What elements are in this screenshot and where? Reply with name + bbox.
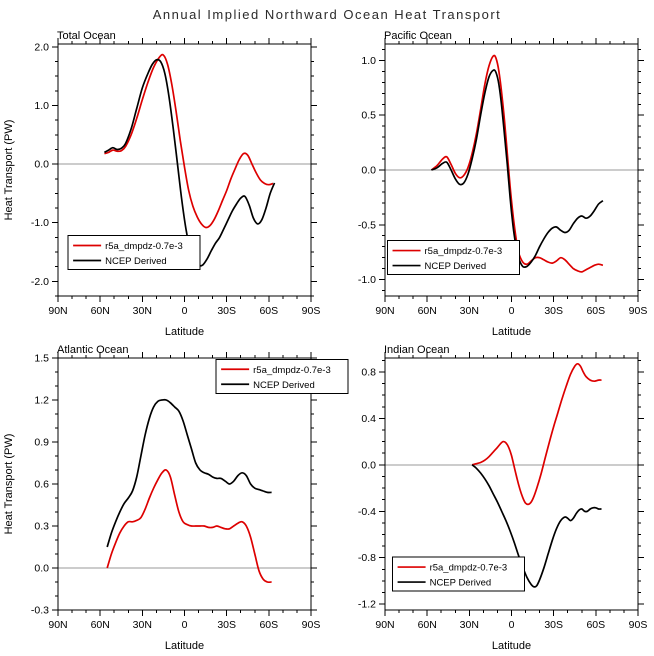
x-tick-label: 60S (586, 619, 605, 631)
legend-label-0: r5a_dmpdz-0.7e-3 (430, 563, 508, 574)
y-tick-label: 0.0 (34, 563, 49, 575)
legend-label-0: r5a_dmpdz-0.7e-3 (105, 241, 183, 252)
y-tick-label: -1.0 (358, 274, 376, 286)
y-tick-label: 0.5 (361, 110, 376, 122)
series-curve-0 (430, 54, 604, 273)
x-tick-label: 0 (182, 619, 188, 631)
series-curve-1 (103, 58, 276, 267)
x-tick-label: 90S (302, 619, 321, 631)
x-tick-label: 0 (509, 619, 515, 631)
y-tick-label: -0.8 (358, 552, 376, 564)
legend-box (215, 358, 349, 394)
legend-label-0: r5a_dmpdz-0.7e-3 (253, 365, 331, 376)
total-ocean-plot: 90N 60N 30N 0 30S 60S 90S -2.0 -1.0 0.0 1.0 2.0 Tota… (3, 30, 321, 338)
y-tick-label: -1.0 (31, 217, 49, 229)
x-tick-label: 60S (259, 305, 278, 317)
y-tick-label: 0.8 (361, 366, 376, 378)
series-curve-0 (471, 362, 602, 506)
x-axis-title: Latitude (492, 640, 531, 652)
y-tick-label: 0.0 (361, 459, 376, 471)
x-tick-label: 30N (460, 305, 479, 317)
chart-indian-ocean: 90N 60N 30N 0 30S 60S 90S -1.2 -0.8 -0.4 0.0 0.4 0.8… (327, 342, 654, 656)
legend-label-1: NCEP Derived (105, 256, 167, 267)
legend-box (392, 556, 526, 592)
x-tick-label: 60N (91, 305, 110, 317)
plot-frame (57, 357, 312, 611)
series-curve-1 (431, 69, 604, 269)
x-tick-label: 30S (544, 619, 563, 631)
y-tick-label: 0.9 (34, 437, 49, 449)
series-curve-0 (104, 53, 274, 229)
x-tick-label: 60N (418, 305, 437, 317)
x-axis-title: Latitude (492, 326, 531, 338)
subplot-title: Indian Ocean (384, 344, 449, 356)
x-tick-label: 60N (418, 619, 437, 631)
x-tick-label: 60N (91, 619, 110, 631)
x-tick-label: 90S (302, 305, 321, 317)
legend-box (67, 235, 201, 271)
y-tick-label: -0.3 (31, 605, 49, 617)
chart-atlantic-ocean: 90N 60N 30N 0 30S 60S 90S -0.3 0.0 0.3 0.6 0.9 1.2 1.… (0, 342, 349, 656)
y-tick-label: 0.4 (361, 413, 376, 425)
y-tick-label: 2.0 (34, 41, 49, 53)
x-tick-label: 60S (259, 619, 278, 631)
chart-pacific-ocean: 90N 60N 30N 0 30S 60S 90S -1.0 -0.5 0.0 0.5 1.0 Paci… (327, 28, 654, 342)
x-axis-title: Latitude (165, 326, 204, 338)
x-tick-label: 90N (375, 305, 394, 317)
series-curve-1 (471, 464, 602, 588)
x-tick-label: 30N (460, 619, 479, 631)
x-tick-label: 90N (48, 305, 67, 317)
x-axis-title: Latitude (165, 640, 204, 652)
x-tick-label: 30N (133, 305, 152, 317)
x-tick-label: 30S (217, 305, 236, 317)
y-tick-label: 0.0 (361, 165, 376, 177)
pacific-ocean-plot: 90N 60N 30N 0 30S 60S 90S -1.0 -0.5 0.0 0.5 1.0 Paci… (358, 30, 648, 338)
y-axis-title: Heat Transport (PW) (3, 120, 15, 221)
y-tick-label: 1.2 (34, 395, 49, 407)
x-tick-label: 60S (586, 305, 605, 317)
y-axis-title: Heat Transport (PW) (3, 434, 15, 535)
y-tick-label: 1.5 (34, 353, 49, 365)
chart-total-ocean: 90N 60N 30N 0 30S 60S 90S -2.0 -1.0 0.0 1.0 2.0 Tota… (0, 28, 327, 342)
legend-label-0: r5a_dmpdz-0.7e-3 (425, 246, 503, 257)
series-curve-0 (106, 469, 272, 584)
legend-label-1: NCEP Derived (430, 578, 492, 589)
series-curve-1 (106, 398, 272, 548)
x-tick-label: 0 (182, 305, 188, 317)
y-tick-label: -0.5 (358, 219, 376, 231)
y-tick-label: 0.6 (34, 479, 49, 491)
y-tick-label: -2.0 (31, 276, 49, 288)
y-tick-label: -1.2 (358, 599, 376, 611)
y-tick-label: -0.4 (358, 506, 376, 518)
x-tick-label: 90N (375, 619, 394, 631)
x-tick-label: 30N (133, 619, 152, 631)
figure-title: Annual Implied Northward Ocean Heat Tran… (152, 7, 502, 22)
y-tick-label: 1.0 (34, 100, 49, 112)
x-tick-label: 90N (48, 619, 67, 631)
x-tick-label: 30S (217, 619, 236, 631)
x-tick-label: 30S (544, 305, 563, 317)
subplot-title: Atlantic Ocean (57, 344, 129, 356)
indian-ocean-plot: 90N 60N 30N 0 30S 60S 90S -1.2 -0.8 -0.4 0.0 0.4 0.8… (358, 344, 648, 652)
legend-label-1: NCEP Derived (253, 380, 315, 391)
y-tick-label: 0.3 (34, 521, 49, 533)
subplot-title: Pacific Ocean (384, 30, 452, 42)
y-tick-label: 1.0 (361, 55, 376, 67)
x-tick-label: 90S (629, 305, 648, 317)
legend-box (387, 240, 521, 276)
x-tick-label: 0 (509, 305, 515, 317)
subplot-title: Total Ocean (57, 30, 116, 42)
atlantic-ocean-plot: 90N 60N 30N 0 30S 60S 90S -0.3 0.0 0.3 0.6 0.9 1.2 1.… (3, 344, 349, 652)
legend-label-1: NCEP Derived (425, 261, 487, 272)
y-tick-label: 0.0 (34, 159, 49, 171)
x-tick-label: 90S (629, 619, 648, 631)
chart-grid: 90N 60N 30N 0 30S 60S 90S -2.0 -1.0 0.0 1.0 2.0 Tota… (0, 28, 654, 656)
